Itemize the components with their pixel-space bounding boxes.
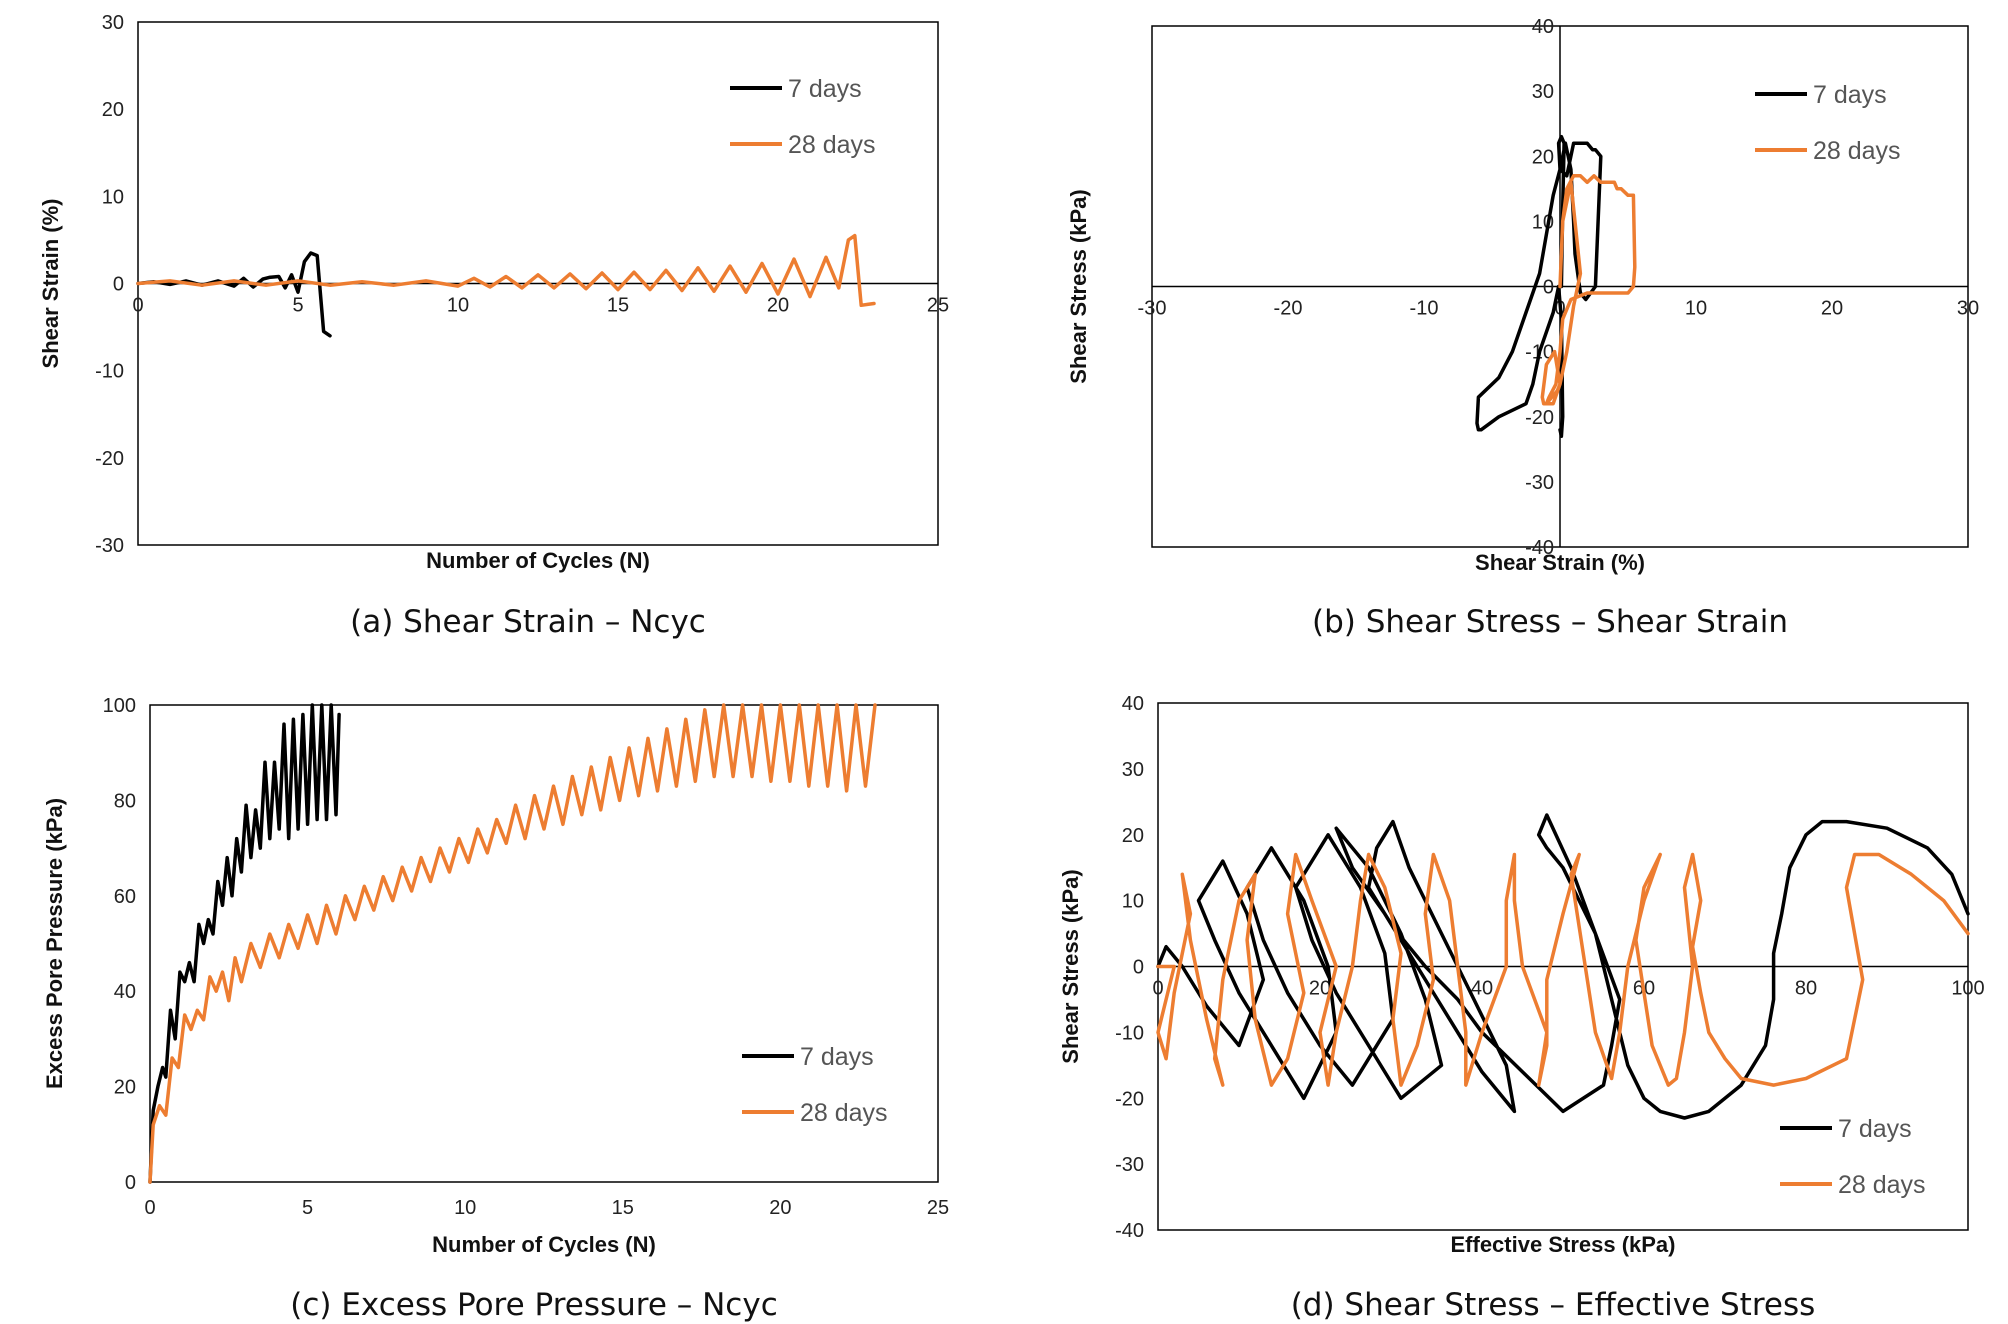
x-axis-title: Number of Cycles (N)	[432, 1232, 656, 1257]
y-tick-label: 40	[1532, 16, 1554, 38]
y-tick-label: 10	[102, 186, 124, 208]
x-tick-label: 0	[132, 295, 143, 317]
y-tick-label: 20	[1532, 146, 1554, 168]
plot-frame	[149, 704, 939, 1183]
x-tick-label: 25	[927, 1197, 949, 1219]
y-axis-title: Shear Stress (kPa)	[1066, 189, 1091, 383]
y-tick-label: 40	[114, 981, 136, 1003]
x-tick-label: 20	[1821, 298, 1843, 320]
legend-label: 28 days	[788, 131, 876, 159]
legend-label: 7 days	[1838, 1115, 1912, 1143]
chart-a: 0 5 10 15 20 25 -30 -20 -10 0 10 20 30 Number of Cycl…	[38, 12, 949, 640]
y-tick-label: 0	[125, 1172, 136, 1194]
y-axis-title: Shear Stress (kPa)	[1058, 869, 1083, 1063]
x-tick-label: -10	[1410, 298, 1439, 320]
series-line-7-days	[1156, 813, 1970, 1120]
y-axis-title: Shear Strain (%)	[38, 199, 63, 369]
figure-caption: (c) Excess Pore Pressure – Ncyc	[290, 1287, 778, 1323]
x-tick-label: 0	[144, 1197, 155, 1219]
x-tick-label: 15	[612, 1197, 634, 1219]
y-tick-label: 0	[1133, 957, 1144, 979]
series-line-28-days	[1540, 174, 1637, 406]
x-tick-label: 20	[769, 1197, 791, 1219]
x-axis-title: Number of Cycles (N)	[426, 548, 650, 573]
y-tick-label: 30	[1532, 81, 1554, 103]
x-tick-label: -20	[1274, 298, 1303, 320]
y-tick-label: 80	[114, 790, 136, 812]
series-line-28-days	[136, 233, 876, 308]
x-tick-label: 80	[1795, 978, 1817, 1000]
y-axis-title: Excess Pore Pressure (kPa)	[42, 798, 67, 1089]
y-tick-label: -10	[1115, 1022, 1144, 1044]
y-tick-label: -20	[1525, 407, 1554, 429]
x-axis-title: Shear Strain (%)	[1475, 550, 1645, 575]
y-tick-label: 20	[114, 1077, 136, 1099]
legend-label: 7 days	[788, 75, 862, 103]
y-tick-label: 20	[1122, 825, 1144, 847]
y-tick-label: 30	[102, 12, 124, 34]
x-tick-label: 20	[1309, 978, 1331, 1000]
series-line-7-days	[136, 251, 332, 338]
y-tick-label: 10	[1122, 891, 1144, 913]
series-line-7-days	[1475, 134, 1603, 439]
y-tick-label: 60	[114, 886, 136, 908]
y-tick-label: 0	[113, 274, 124, 296]
legend-label: 7 days	[800, 1043, 874, 1071]
legend-label: 7 days	[1813, 81, 1887, 109]
y-tick-label: -40	[1115, 1220, 1144, 1242]
legend-label: 28 days	[800, 1099, 888, 1127]
chart-b: -30 -20 -10 0 10 20 30-40-30-20-10010203040She…	[1066, 16, 1979, 640]
legend-label: 28 days	[1838, 1171, 1926, 1199]
y-tick-label: -20	[1115, 1088, 1144, 1110]
y-tick-label: -20	[95, 448, 124, 470]
figure-caption: (a) Shear Strain – Ncyc	[350, 604, 706, 640]
x-tick-label: 100	[1951, 978, 1984, 1000]
x-tick-label: 10	[1685, 298, 1707, 320]
x-tick-label: 5	[302, 1197, 313, 1219]
series-line-28-days	[148, 703, 877, 1184]
y-tick-label: 100	[103, 695, 136, 717]
x-tick-label: -30	[1138, 298, 1167, 320]
x-axis-title: Effective Stress (kPa)	[1451, 1232, 1676, 1257]
y-tick-label: 20	[102, 99, 124, 121]
x-tick-label: 10	[454, 1197, 476, 1219]
figure-caption: (b) Shear Stress – Shear Strain	[1312, 604, 1788, 640]
x-tick-label: 10	[447, 295, 469, 317]
figure-caption: (d) Shear Stress – Effective Stress	[1291, 1287, 1816, 1323]
y-tick-label: -10	[95, 361, 124, 383]
x-tick-label: 15	[607, 295, 629, 317]
x-tick-label: 0	[1152, 978, 1163, 1000]
x-tick-label: 5	[292, 295, 303, 317]
y-tick-label: 0	[1543, 277, 1554, 299]
y-tick-label: 30	[1122, 759, 1144, 781]
y-tick-label: -30	[1525, 472, 1554, 494]
y-tick-label: -40	[1525, 537, 1554, 559]
x-tick-label: 40	[1471, 978, 1493, 1000]
y-tick-label: -30	[1115, 1154, 1144, 1176]
chart-d: 0 20 40 60 80 100-40-30-20-10010203040Effecti…	[1058, 693, 1985, 1323]
y-tick-label: -30	[95, 535, 124, 557]
x-tick-label: 30	[1957, 298, 1979, 320]
series-line-7-days	[148, 703, 341, 1184]
x-tick-label: 25	[927, 295, 949, 317]
x-tick-label: 20	[767, 295, 789, 317]
chart-c: 0 5 10 15 20 25 0 20 40 60 80 100 Number of Cycles (…	[42, 695, 949, 1323]
legend-label: 28 days	[1813, 137, 1901, 165]
y-tick-label: 40	[1122, 693, 1144, 715]
series-line-28-days	[1156, 852, 1970, 1087]
